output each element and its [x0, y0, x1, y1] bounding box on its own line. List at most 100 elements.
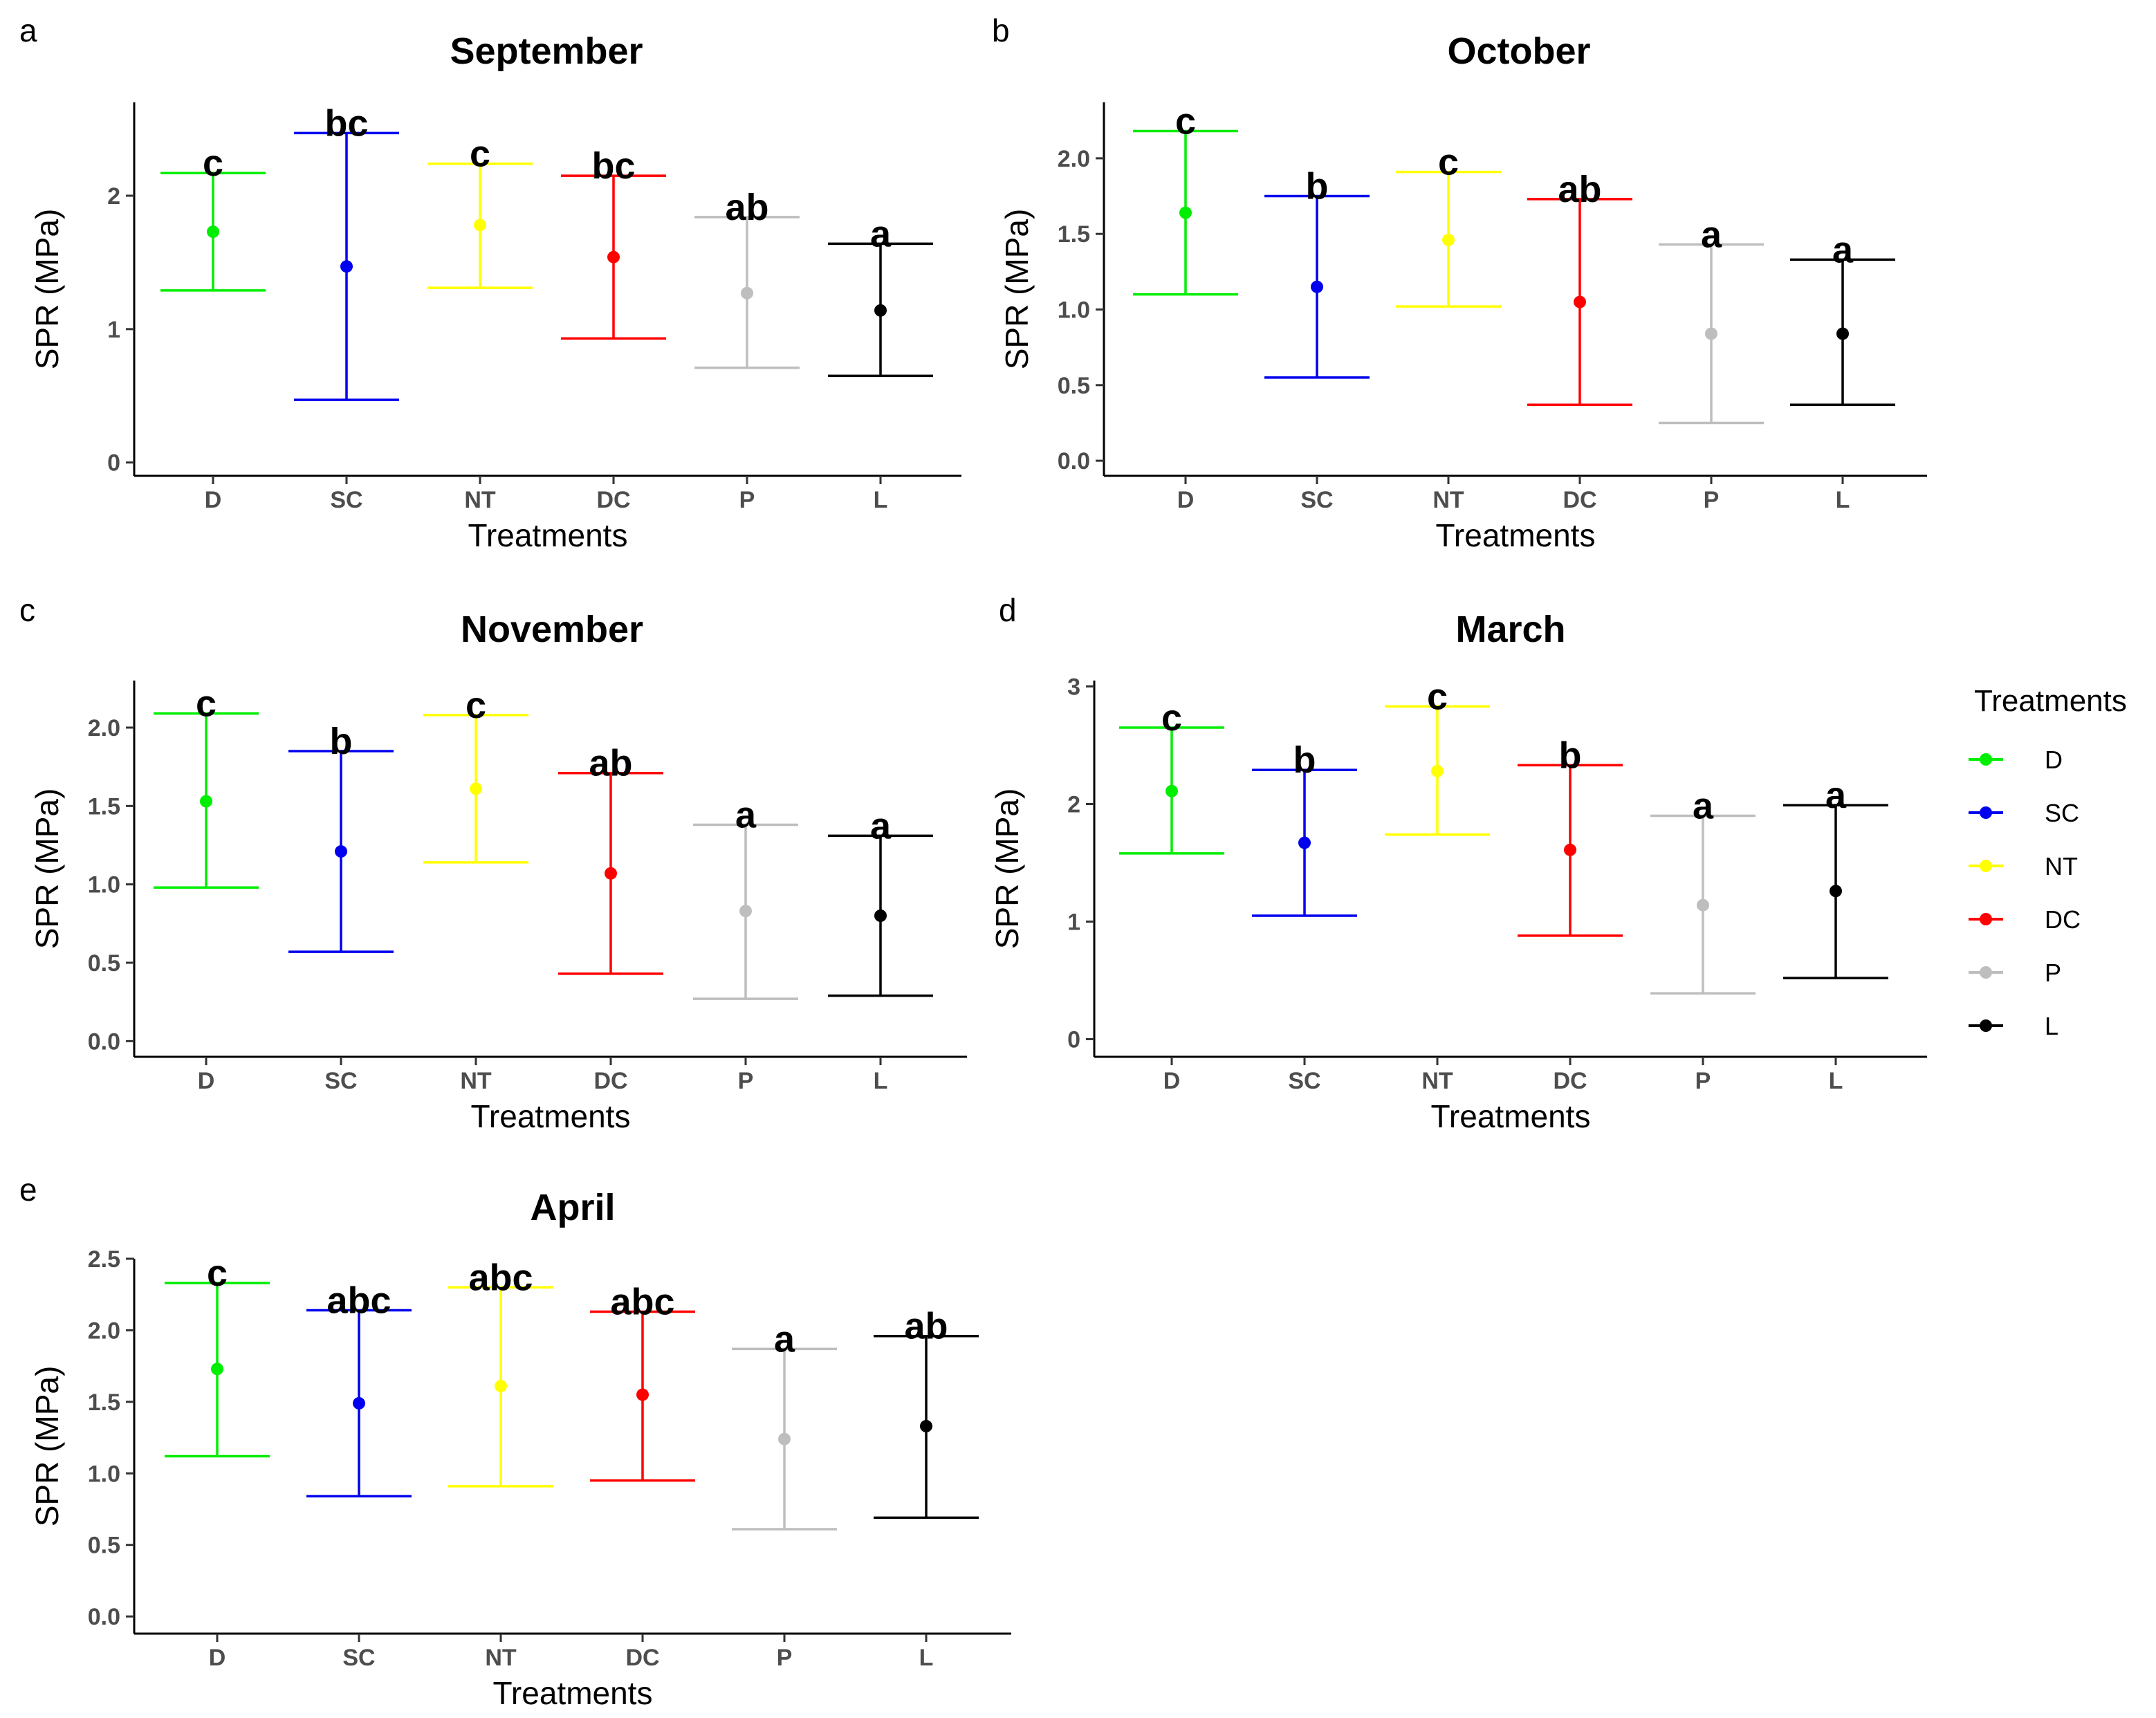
- mean-point: [607, 250, 620, 264]
- x-tick-label: L: [874, 487, 888, 513]
- mean-point: [1705, 327, 1717, 340]
- panel-d: d March 0 1 2 3 D SC NT DC P L Treatments SPR (MPa) c b…: [989, 592, 1927, 1134]
- legend-key-point: [1980, 860, 1992, 872]
- panel-letter: d: [999, 592, 1017, 628]
- legend-item: NT: [1969, 852, 2078, 880]
- chart-title: March: [1455, 609, 1565, 650]
- y-axis-title: SPR (MPa): [29, 1366, 65, 1527]
- significance-letter: b: [1306, 166, 1329, 207]
- significance-letter: a: [1693, 786, 1714, 827]
- significance-letter: c: [1438, 142, 1459, 183]
- legend-item: P: [1969, 959, 2061, 987]
- mean-point: [778, 1432, 791, 1445]
- x-tick-label: SC: [342, 1645, 375, 1671]
- x-tick-label: NT: [485, 1645, 517, 1671]
- mean-point: [1298, 836, 1311, 849]
- legend-key-point: [1980, 1019, 1992, 1032]
- significance-letter: b: [1559, 735, 1582, 776]
- mean-point: [1564, 843, 1576, 856]
- legend-item: SC: [1969, 799, 2079, 827]
- x-tick-label: NT: [1421, 1068, 1453, 1094]
- y-tick-label: 0.0: [1058, 448, 1090, 474]
- mean-point: [470, 782, 482, 795]
- mean-point: [207, 225, 219, 239]
- x-axis-title: Treatments: [468, 517, 628, 553]
- x-tick-label: DC: [1553, 1068, 1587, 1094]
- significance-letter: b: [1293, 739, 1316, 781]
- x-tick-label: SC: [1300, 487, 1333, 513]
- y-tick-label: 2.0: [88, 1318, 120, 1344]
- y-tick-label: 2.0: [1058, 146, 1090, 172]
- y-tick-label: 2: [107, 183, 120, 210]
- legend-item: L: [1969, 1012, 2058, 1040]
- x-tick-label: P: [1695, 1068, 1711, 1094]
- x-axis-title: Treatments: [493, 1675, 653, 1711]
- x-tick-label: D: [209, 1645, 226, 1671]
- x-axis-title: Treatments: [1436, 517, 1596, 553]
- legend-label: DC: [2045, 905, 2081, 934]
- mean-point: [636, 1388, 649, 1401]
- legend-label: NT: [2045, 852, 2078, 880]
- legend-key-point: [1980, 806, 1992, 819]
- x-tick-label: D: [198, 1068, 215, 1094]
- y-tick-label: 0: [1067, 1027, 1080, 1053]
- mean-point: [1697, 898, 1709, 912]
- y-tick-label: 1.5: [88, 1389, 120, 1416]
- x-tick-label: SC: [330, 487, 362, 513]
- panel-letter: c: [19, 592, 35, 628]
- y-tick-label: 2.0: [88, 715, 120, 741]
- y-tick-label: 0.5: [88, 1533, 120, 1559]
- chart-title: November: [461, 609, 643, 650]
- x-tick-label: DC: [593, 1068, 627, 1094]
- mean-point: [741, 286, 753, 299]
- x-tick-label: L: [874, 1068, 888, 1094]
- y-tick-label: 0.0: [88, 1028, 120, 1055]
- x-tick-label: SC: [1288, 1068, 1320, 1094]
- y-tick-label: 0.5: [88, 950, 120, 977]
- significance-letter: c: [203, 142, 223, 184]
- legend-label: D: [2045, 746, 2063, 774]
- significance-letter: a: [774, 1318, 795, 1360]
- y-tick-label: 1.5: [88, 793, 120, 820]
- x-axis-title: Treatments: [1431, 1098, 1591, 1134]
- significance-letter: a: [735, 795, 757, 836]
- legend-key-point: [1980, 753, 1992, 766]
- significance-letter: a: [1832, 229, 1854, 270]
- panel-letter: b: [992, 12, 1010, 48]
- legend-label: SC: [2045, 799, 2079, 827]
- x-tick-label: P: [1704, 487, 1720, 513]
- mean-point: [1442, 233, 1455, 246]
- mean-point: [495, 1380, 507, 1393]
- y-axis-title: SPR (MPa): [29, 209, 65, 370]
- significance-letter: ab: [589, 743, 632, 784]
- significance-letter: c: [1161, 697, 1182, 739]
- significance-letter: a: [870, 213, 892, 255]
- significance-letter: abc: [610, 1282, 674, 1323]
- y-tick-label: 2: [1067, 792, 1080, 818]
- significance-letter: abc: [468, 1257, 533, 1298]
- mean-point: [605, 867, 617, 880]
- y-tick-label: 0.0: [88, 1604, 120, 1630]
- significance-letter: c: [196, 683, 216, 725]
- mean-point: [353, 1396, 365, 1410]
- y-tick-label: 1.0: [1058, 297, 1090, 324]
- mean-point: [874, 909, 887, 922]
- mean-point: [200, 795, 212, 808]
- x-tick-label: P: [738, 1068, 754, 1094]
- significance-letter: a: [1825, 775, 1847, 816]
- x-tick-label: DC: [625, 1645, 659, 1671]
- x-axis-title: Treatments: [471, 1098, 631, 1134]
- chart-title: April: [530, 1187, 615, 1228]
- mean-point: [335, 845, 347, 858]
- legend-title: Treatments: [1974, 684, 2127, 718]
- x-tick-label: P: [777, 1645, 793, 1671]
- y-tick-label: 1: [1067, 909, 1080, 936]
- mean-point: [1574, 295, 1586, 308]
- x-tick-label: DC: [1563, 487, 1596, 513]
- significance-letter: c: [466, 685, 486, 726]
- panel-e: e April 0.0 0.5 1.0 1.5 2.0 2.5 D SC NT DC P L Treatme…: [19, 1172, 1011, 1711]
- y-axis-title: SPR (MPa): [999, 209, 1035, 370]
- legend-key-point: [1980, 913, 1992, 925]
- significance-letter: c: [1175, 101, 1196, 142]
